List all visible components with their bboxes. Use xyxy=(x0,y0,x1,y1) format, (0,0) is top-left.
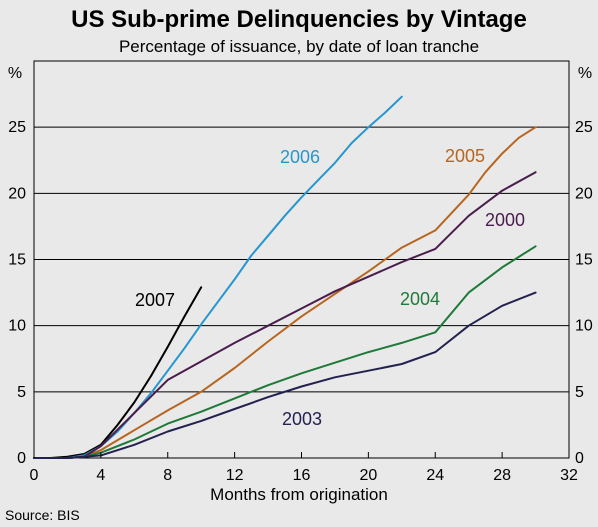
y-tick-label: 0 xyxy=(575,450,584,467)
x-tick-labels: 0 4 8 12 16 20 24 28 32 xyxy=(30,467,578,484)
x-tick-label: 12 xyxy=(226,467,244,484)
y-axis-unit-left: % xyxy=(8,65,22,82)
y-tick-labels-left: 0 5 10 15 20 25 xyxy=(8,119,26,467)
x-tick-label: 0 xyxy=(30,467,39,484)
x-tick-label: 16 xyxy=(293,467,311,484)
source-note: Source: BIS xyxy=(5,507,80,523)
y-tick-label: 25 xyxy=(8,119,26,136)
y-tick-labels-right: 0 5 10 15 20 25 xyxy=(575,119,593,467)
y-tick-label: 5 xyxy=(575,384,584,401)
chart-subtitle: Percentage of issuance, by date of loan … xyxy=(119,37,479,56)
x-axis-label: Months from origination xyxy=(210,485,388,504)
series-label-2007: 2007 xyxy=(135,290,175,310)
y-tick-label: 10 xyxy=(575,318,593,335)
series-label-2003: 2003 xyxy=(282,409,322,429)
y-axis-unit-right: % xyxy=(578,65,592,82)
y-tick-label: 10 xyxy=(8,318,26,335)
series-line-2005 xyxy=(33,126,537,459)
series-label-2000: 2000 xyxy=(485,210,525,230)
y-tick-label: 5 xyxy=(17,384,26,401)
y-tick-label: 15 xyxy=(575,252,593,269)
y-tick-label: 25 xyxy=(575,119,593,136)
x-tick-label: 4 xyxy=(96,467,105,484)
y-tick-label: 20 xyxy=(8,185,26,202)
series-line-2000 xyxy=(33,171,537,459)
x-tick-label: 24 xyxy=(426,467,444,484)
x-tick-label: 32 xyxy=(560,467,578,484)
series-label-2005: 2005 xyxy=(445,146,485,166)
x-tick-label: 20 xyxy=(359,467,377,484)
series-lines xyxy=(33,95,537,459)
x-tick-label: 28 xyxy=(493,467,511,484)
x-tick-marks xyxy=(33,452,570,458)
series-label-2004: 2004 xyxy=(400,289,440,309)
series-label-2006: 2006 xyxy=(280,147,320,167)
gridlines xyxy=(34,126,569,393)
series-line-2004 xyxy=(33,245,537,459)
series-line-2003 xyxy=(33,291,537,459)
chart-title: US Sub-prime Delinquencies by Vintage xyxy=(71,6,527,33)
x-tick-label: 8 xyxy=(163,467,172,484)
y-tick-label: 0 xyxy=(17,450,26,467)
y-tick-label: 20 xyxy=(575,185,593,202)
y-tick-label: 15 xyxy=(8,252,26,269)
